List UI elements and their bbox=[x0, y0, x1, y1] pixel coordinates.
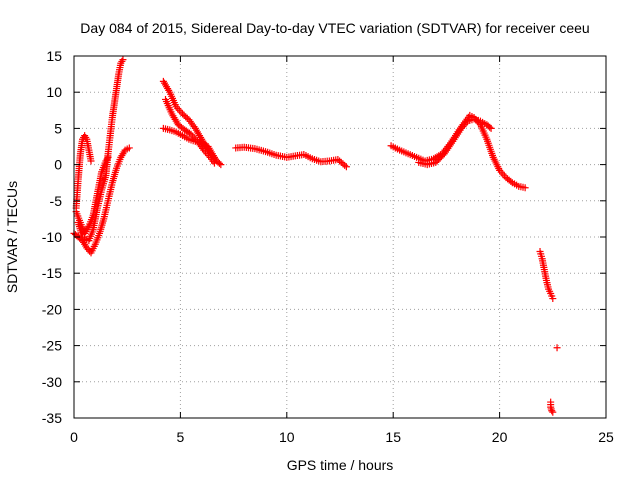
chart-title: Day 084 of 2015, Sidereal Day-to-day VTE… bbox=[80, 20, 589, 36]
data-point bbox=[548, 407, 556, 415]
ticks: 0 5 10 15 20 25 15 10 5 0 -5 -10 -15 -20 -25 -30 -35 bbox=[42, 48, 614, 445]
data-point bbox=[342, 163, 350, 171]
y-tick-label: -25 bbox=[42, 338, 62, 354]
data-point bbox=[87, 157, 95, 165]
y-tick-label: -5 bbox=[50, 193, 63, 209]
data-point bbox=[125, 144, 133, 152]
data-point bbox=[521, 184, 529, 192]
x-tick-label: 25 bbox=[598, 429, 614, 445]
y-tick-label: 10 bbox=[46, 84, 62, 100]
data-point bbox=[210, 155, 218, 163]
y-tick-label: 5 bbox=[54, 120, 62, 136]
y-axis-label: SDTVAR / TECUs bbox=[4, 181, 20, 293]
x-tick-label: 15 bbox=[385, 429, 401, 445]
data-point bbox=[507, 177, 515, 185]
y-tick-label: 15 bbox=[46, 48, 62, 64]
data-point bbox=[486, 123, 494, 131]
data-point bbox=[119, 56, 127, 64]
y-tick-label: -30 bbox=[42, 374, 62, 390]
series-sdtvar bbox=[70, 56, 561, 416]
x-tick-label: 5 bbox=[177, 429, 185, 445]
data-point bbox=[549, 408, 557, 416]
y-tick-label: -35 bbox=[42, 410, 62, 426]
data-point bbox=[341, 161, 349, 169]
x-tick-label: 20 bbox=[492, 429, 508, 445]
y-tick-label: -20 bbox=[42, 301, 62, 317]
x-axis-label: GPS time / hours bbox=[287, 457, 394, 473]
y-tick-label: -10 bbox=[42, 229, 62, 245]
x-tick-label: 10 bbox=[279, 429, 295, 445]
data-point bbox=[549, 295, 557, 303]
data-point bbox=[487, 124, 495, 132]
data-series bbox=[70, 56, 561, 416]
y-tick-label: -15 bbox=[42, 265, 62, 281]
y-tick-label: 0 bbox=[54, 157, 62, 173]
data-point bbox=[217, 161, 225, 169]
x-tick-label: 0 bbox=[70, 429, 78, 445]
data-point bbox=[553, 344, 561, 352]
